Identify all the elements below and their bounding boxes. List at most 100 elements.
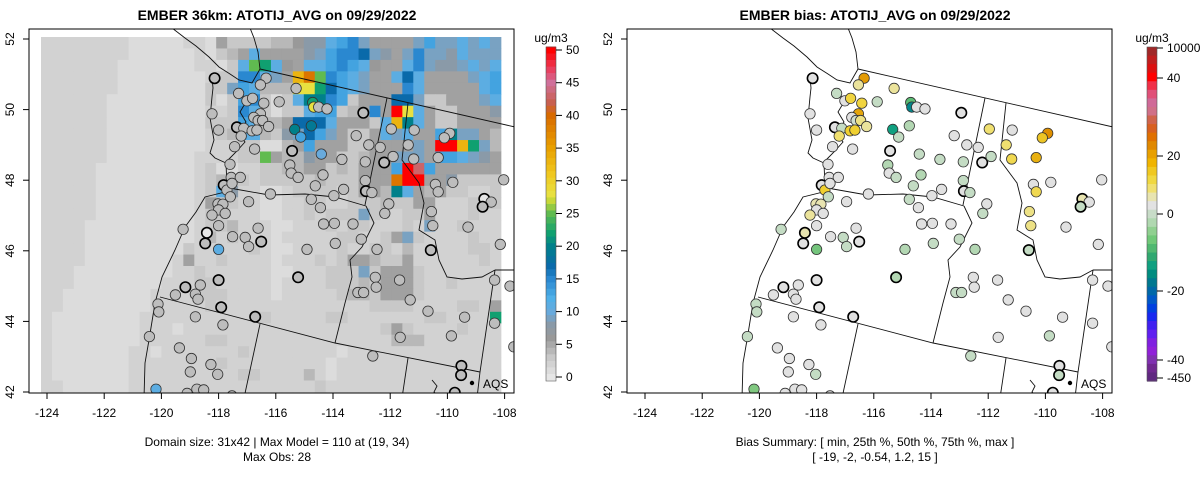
grid-cell [446, 311, 458, 324]
grid-cell [249, 243, 261, 255]
grid-cell [84, 254, 97, 267]
grid-cell [435, 48, 447, 61]
grid-cell [446, 94, 458, 107]
grid-cell [292, 254, 305, 267]
grid-cell [303, 82, 316, 95]
right-footer-line-2: [ -19, -2, -0.54, 1.2, 15 ] [812, 450, 937, 464]
grid-cell [249, 288, 261, 301]
grid-cell [347, 369, 359, 381]
grid-cell [205, 174, 217, 187]
grid-cell [128, 59, 140, 72]
grid-cell [95, 162, 108, 175]
grid-cell [139, 151, 151, 164]
grid-cell [468, 128, 480, 141]
right-map-panel: AQS-124 -122 -120 -118 -116 -114 -112 -110 -1085… [601, 28, 1115, 420]
x-tick-label: -122 [92, 406, 116, 420]
grid-cell [369, 323, 381, 336]
grid-cell [358, 357, 370, 370]
grid-cell [161, 82, 173, 95]
grid-cell [270, 151, 283, 164]
grid-cell [281, 266, 294, 278]
grid-cell [227, 346, 239, 359]
grid-cell [292, 185, 305, 198]
grid-cell [73, 231, 86, 244]
grid-cell [84, 82, 97, 95]
grid-cell [62, 151, 75, 164]
grid-cell [380, 174, 392, 187]
grid-cell [270, 37, 283, 49]
x-tick-label: -124 [35, 406, 59, 420]
grid-cell [62, 59, 75, 72]
grid-cell [117, 162, 130, 175]
grid-cell [139, 300, 151, 313]
grid-cell [314, 185, 327, 198]
grid-cell [62, 185, 75, 198]
station-marker [438, 132, 450, 144]
station-marker [504, 280, 514, 292]
grid-cell [391, 197, 403, 210]
grid-cell [216, 37, 228, 49]
grid-cell [73, 346, 86, 359]
grid-cell [150, 323, 162, 336]
grid-cell [183, 37, 195, 49]
grid-cell [457, 162, 469, 175]
station-marker [150, 383, 162, 393]
grid-cell [424, 380, 436, 393]
grid-cell [183, 151, 195, 164]
grid-cell [150, 311, 162, 324]
station-marker [810, 124, 823, 136]
colorbar-swatch [546, 223, 556, 231]
grid-cell [205, 254, 217, 267]
grid-cell [249, 48, 261, 61]
colorbar-swatch [1147, 115, 1157, 125]
grid-cell [281, 48, 294, 61]
station-marker [844, 92, 857, 104]
grid-cell [402, 380, 414, 393]
station-marker [804, 209, 816, 221]
grid-cell [128, 128, 140, 141]
grid-cell [369, 311, 381, 324]
grid-cell [73, 174, 86, 187]
grid-cell [139, 71, 151, 84]
colorbar-swatch [546, 314, 556, 322]
grid-cell [325, 59, 338, 72]
grid-cell [84, 48, 97, 61]
grid-cell [95, 357, 108, 370]
grid-cell [270, 105, 283, 118]
grid-cell [62, 162, 75, 175]
grid-cell [281, 185, 294, 198]
grid-cell [106, 94, 119, 107]
grid-cell [117, 323, 130, 336]
grid-cell [303, 220, 316, 233]
grid-cell [260, 243, 272, 255]
colorbar-swatch [546, 367, 556, 374]
grid-cell [106, 369, 119, 381]
grid-cell [161, 140, 173, 152]
grid-cell [413, 254, 425, 267]
grid-cell [51, 37, 64, 49]
grid-cell [260, 334, 272, 347]
station-marker [357, 286, 370, 299]
grid-cell [358, 117, 370, 130]
grid-cell [106, 323, 119, 336]
grid-cell [216, 254, 228, 267]
grid-cell [238, 288, 250, 301]
grid-cell [479, 346, 491, 359]
grid-cell [369, 220, 381, 233]
colorbar-swatch [1147, 243, 1157, 254]
grid-cell [424, 82, 436, 95]
station-marker [1006, 124, 1018, 136]
x-tick-label: -124 [633, 406, 657, 420]
grid-cell [489, 288, 502, 301]
y-tick-label: 52 [3, 32, 17, 46]
grid-cell [292, 288, 305, 301]
grid-cell [489, 185, 502, 198]
grid-cell [227, 94, 239, 107]
colorbar-swatch [1147, 363, 1157, 374]
grid-cell [73, 94, 86, 107]
station-marker [432, 152, 444, 164]
grid-cell [139, 288, 151, 301]
station-marker [977, 207, 989, 219]
grid-cell [391, 162, 403, 175]
grid-cell [358, 208, 370, 221]
